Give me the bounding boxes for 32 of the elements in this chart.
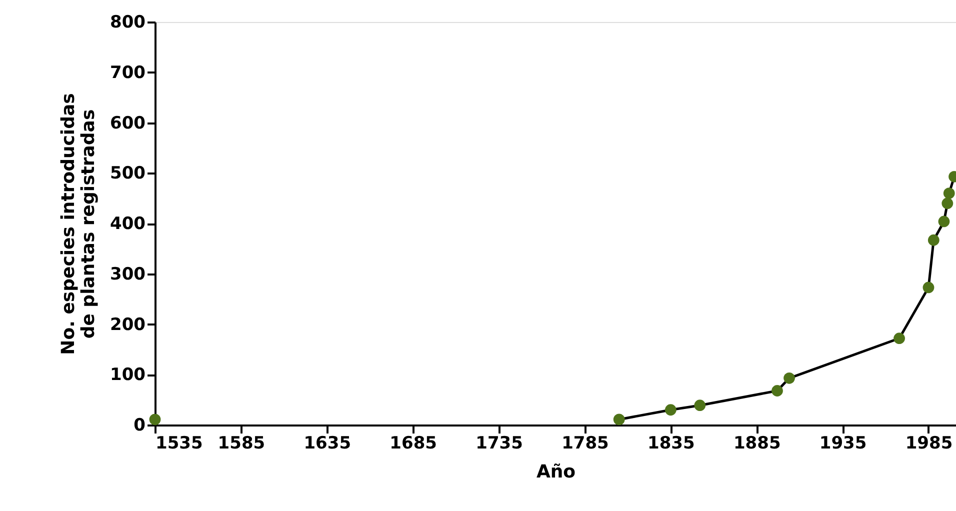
point [772,385,783,396]
point [694,400,706,412]
x-tick-label: 1935 [819,434,867,454]
x-tick-label: 1585 [218,434,266,454]
y-tick-label: 700 [110,62,146,83]
point [928,234,940,246]
point [942,198,954,210]
point [894,332,905,344]
point [943,188,955,199]
point [784,372,795,384]
point [922,282,934,294]
point [664,404,676,416]
y-tick-label: 500 [110,164,146,184]
y-tick-label: 400 [110,214,146,234]
x-tick-label: 1785 [562,434,609,454]
x-tick-label: 1885 [733,434,781,454]
y-axis-title: No. especies introducidas de plantas registradas [58,93,100,355]
y-tick-label: 100 [110,365,146,386]
x-tick-label: 1535 [156,434,203,454]
point [613,414,625,426]
x-tick-label: 1635 [304,434,352,454]
y-tick-label: 300 [110,264,146,284]
y-tick-label: 200 [110,314,146,335]
x-tick-label: 1985 [905,434,953,454]
y-tick-label: 0 [134,416,146,436]
x-tick-label: 1685 [390,434,437,454]
x-axis-title: Año [536,462,576,482]
x-tick-label: 1735 [476,434,523,454]
x-tick-label: 1835 [648,434,695,454]
y-tick-label: 800 [110,12,146,32]
point [938,216,950,228]
y-tick-label: 600 [110,113,146,134]
